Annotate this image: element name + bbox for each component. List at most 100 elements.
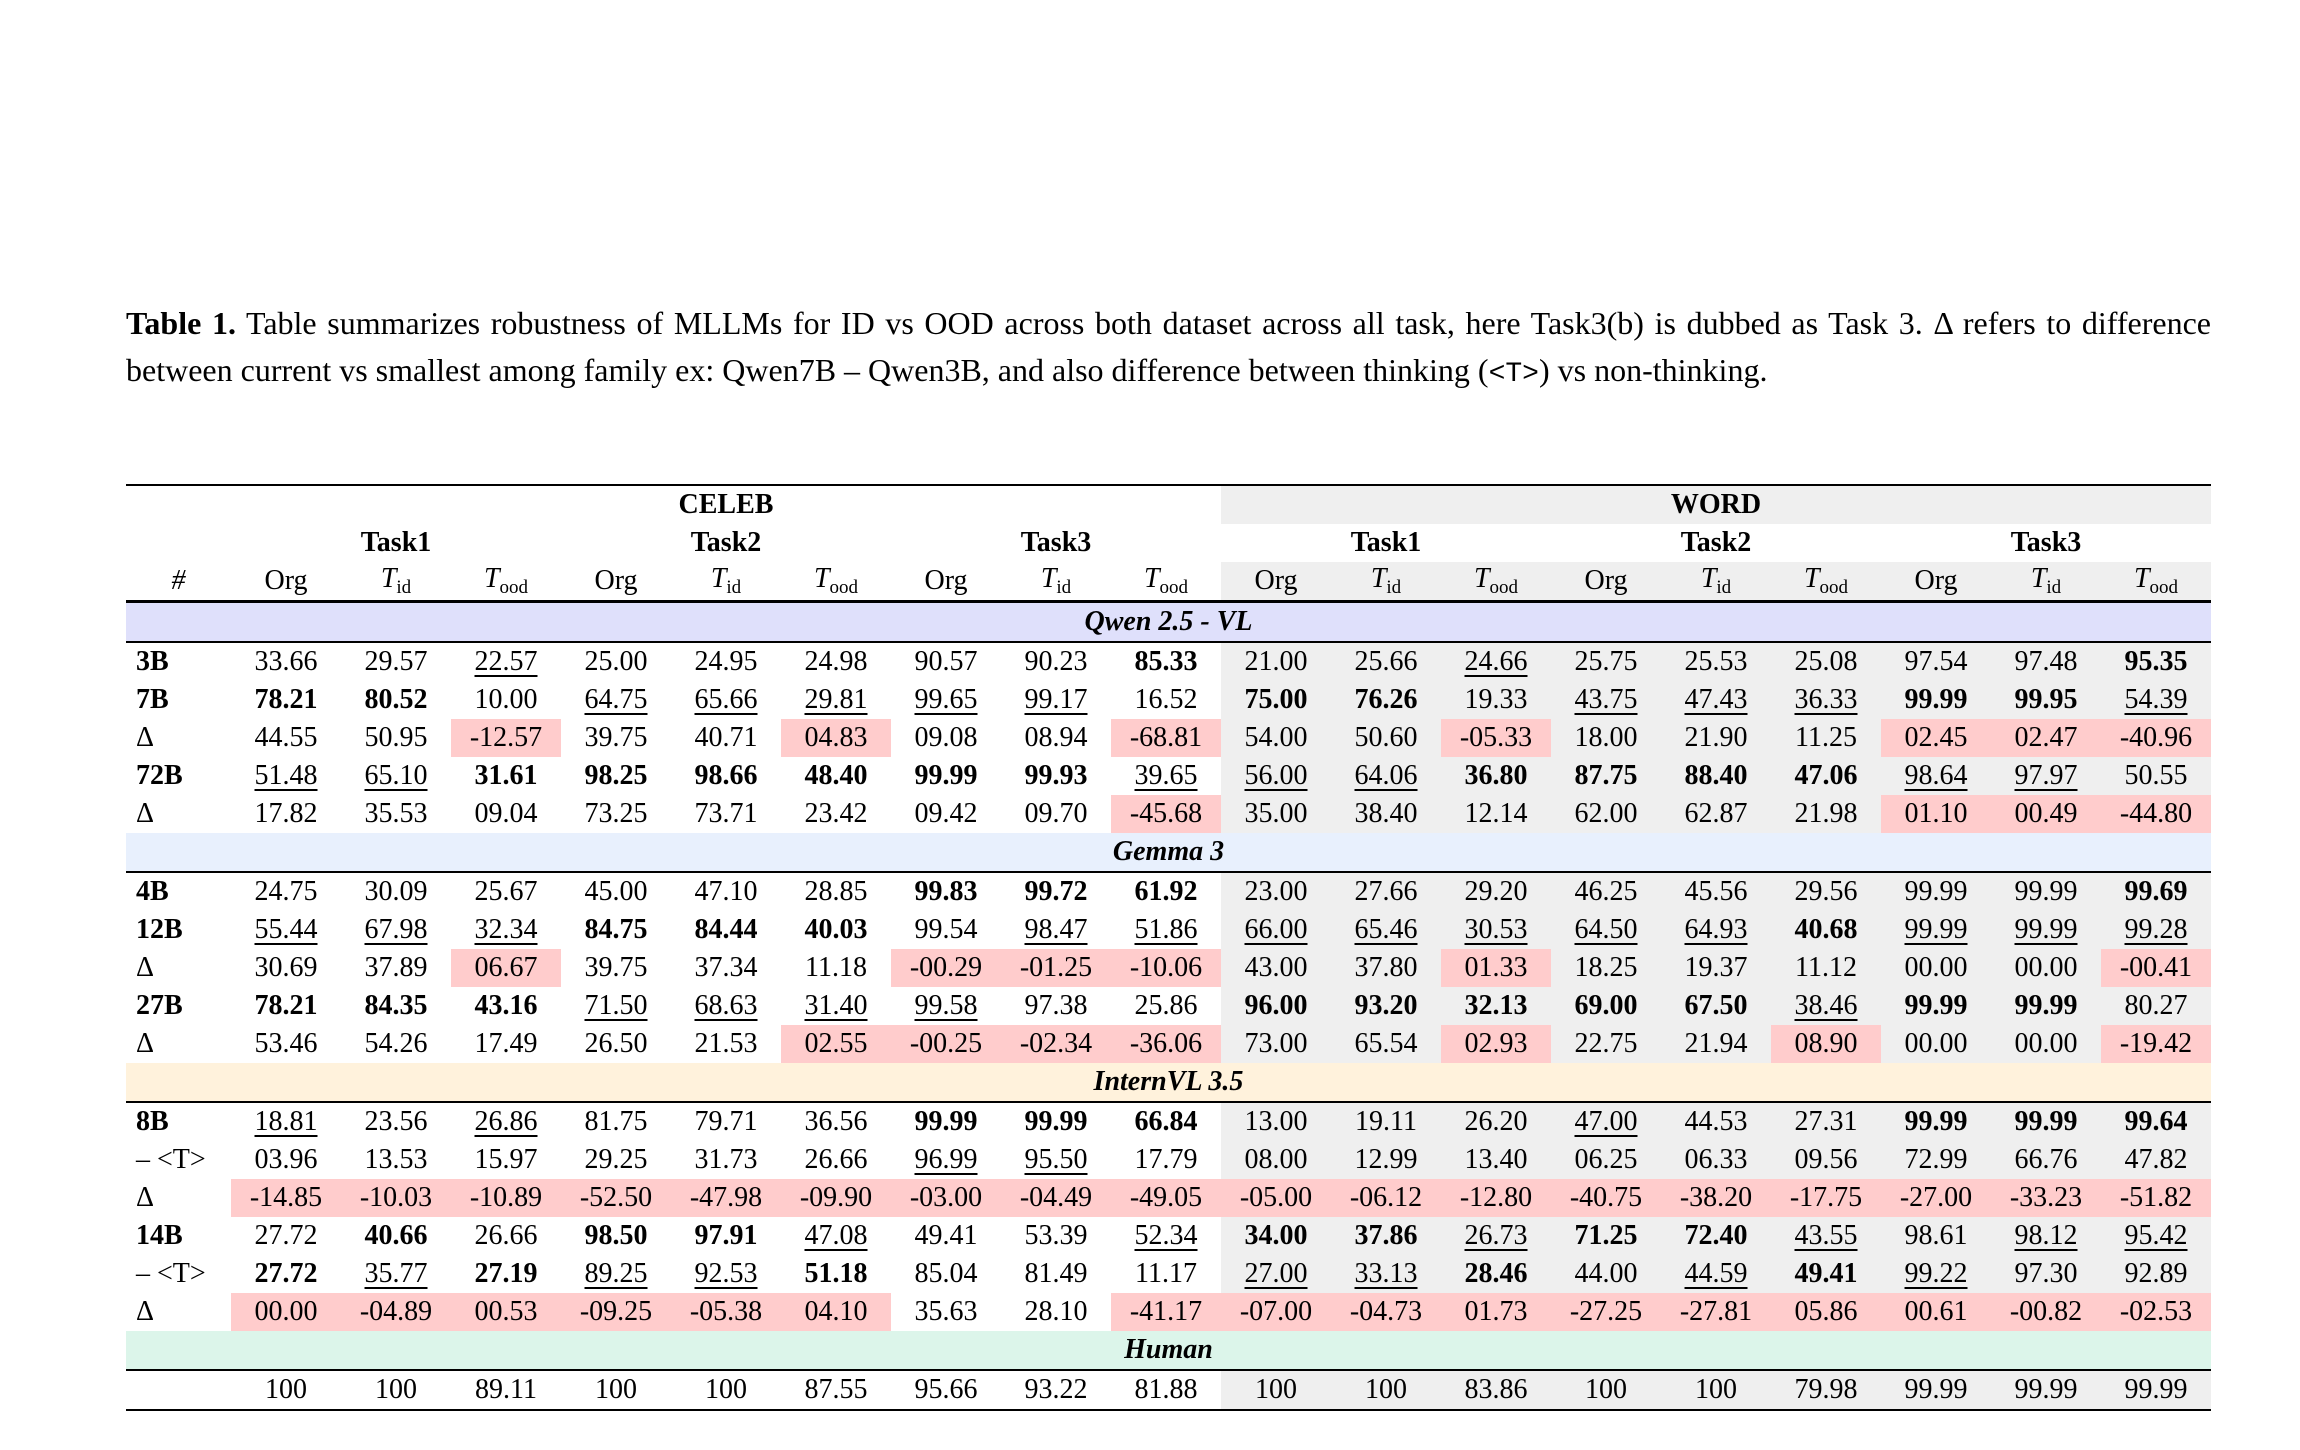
cell-value: 88.40 [1684, 760, 1748, 791]
cell-value: 95.35 [2124, 646, 2188, 677]
cell-value: 99.99 [914, 760, 978, 791]
table-cell: 97.48 [1991, 642, 2101, 681]
table-cell: 56.00 [1221, 757, 1331, 795]
cell-value: 22.75 [1574, 1028, 1638, 1059]
row-label: 8B [136, 1106, 169, 1137]
table-cell: 69.00 [1551, 987, 1661, 1025]
cell-value: 17.49 [474, 1028, 538, 1059]
task-header: Task1 [1350, 527, 1422, 558]
table-cell: 54.39 [2101, 681, 2211, 719]
table-cell: 37.80 [1331, 949, 1441, 987]
cell-value: 47.10 [694, 876, 758, 907]
table-cell: 26.66 [451, 1217, 561, 1255]
table-cell: 66.76 [1991, 1141, 2101, 1179]
table-cell: 76.26 [1331, 681, 1441, 719]
cell-value: 49.41 [1794, 1258, 1858, 1289]
table-cell: 29.81 [781, 681, 891, 719]
table-cell: 90.57 [891, 642, 1001, 681]
table-cell: -47.98 [671, 1179, 781, 1217]
table-cell: 99.28 [2101, 911, 2211, 949]
column-header-sub: ood [2149, 577, 2179, 598]
column-header: Org [561, 562, 671, 603]
cell-value: 39.75 [584, 952, 648, 983]
table-cell: 21.98 [1771, 795, 1881, 833]
table-cell: 33.13 [1331, 1255, 1441, 1293]
table-cell: 22.57 [451, 642, 561, 681]
cell-value: 30.69 [254, 952, 318, 983]
table-cell: 72.99 [1881, 1141, 1991, 1179]
cell-value: 23.42 [804, 798, 868, 829]
cell-value: -00.82 [2009, 1296, 2083, 1327]
table-cell: 89.11 [451, 1370, 561, 1411]
table-cell: -17.75 [1771, 1179, 1881, 1217]
table-cell: -00.41 [2101, 949, 2211, 987]
table-cell: 100 [561, 1370, 671, 1411]
table-cell: -05.33 [1441, 719, 1551, 757]
table-cell: 75.00 [1221, 681, 1331, 719]
table-cell: 24.95 [671, 642, 781, 681]
table-cell: 11.17 [1111, 1255, 1221, 1293]
column-header: Tood [1441, 562, 1551, 603]
table-cell: 02.55 [781, 1025, 891, 1063]
cell-value: 08.00 [1244, 1144, 1308, 1175]
table-cell: 49.41 [1771, 1255, 1881, 1293]
cell-value: 62.87 [1684, 798, 1748, 829]
task-header: Task2 [690, 527, 762, 558]
cell-value: 97.30 [2014, 1258, 2078, 1289]
table-cell: 09.08 [891, 719, 1001, 757]
column-header-main: T [1143, 563, 1160, 594]
table-cell: 54.26 [341, 1025, 451, 1063]
cell-value: 99.65 [914, 684, 978, 715]
table-cell: 25.66 [1331, 642, 1441, 681]
cell-value: 99.54 [914, 914, 978, 945]
cell-value: 09.04 [474, 798, 538, 829]
cell-value: 79.98 [1794, 1374, 1858, 1405]
cell-value: 93.22 [1024, 1374, 1088, 1405]
table-cell: 47.10 [671, 872, 781, 911]
table-cell: 40.03 [781, 911, 891, 949]
cell-value: 50.95 [364, 722, 428, 753]
cell-value: -41.17 [1129, 1296, 1203, 1327]
table-cell: 100 [1661, 1370, 1771, 1411]
table-cell: 98.64 [1881, 757, 1991, 795]
cell-value: 18.81 [254, 1106, 318, 1137]
table-cell: 00.00 [1881, 949, 1991, 987]
cell-value: 09.08 [914, 722, 978, 753]
table-cell: 36.80 [1441, 757, 1551, 795]
cell-value: -44.80 [2119, 798, 2193, 829]
table-cell: 98.61 [1881, 1217, 1991, 1255]
cell-value: 67.50 [1684, 990, 1748, 1021]
table-cell: 78.21 [231, 681, 341, 719]
table-cell: 00.00 [1991, 949, 2101, 987]
row-label: – <T> [136, 1144, 206, 1175]
table-cell: -01.25 [1001, 949, 1111, 987]
cell-value: 100 [1585, 1374, 1627, 1405]
column-header-sub: ood [1159, 577, 1189, 598]
results-table: CELEB WORD Task1 Task2 Task3 Task1 Task2 Task3 #… [126, 484, 2211, 1411]
cell-value: 43.75 [1574, 684, 1638, 715]
cell-value: 01.10 [1904, 798, 1968, 829]
table-cell: 15.97 [451, 1141, 561, 1179]
cell-value: 22.57 [474, 646, 538, 677]
row-label: 12B [136, 914, 183, 945]
table-cell: 27.66 [1331, 872, 1441, 911]
cell-value: 64.75 [584, 684, 648, 715]
table-cell: 52.34 [1111, 1217, 1221, 1255]
table-cell: 01.10 [1881, 795, 1991, 833]
cell-value: 28.85 [804, 876, 868, 907]
table-cell: 50.95 [341, 719, 451, 757]
cell-value: 27.31 [1794, 1106, 1858, 1137]
table-cell: 85.33 [1111, 642, 1221, 681]
table-cell: 34.00 [1221, 1217, 1331, 1255]
table-cell: 71.25 [1551, 1217, 1661, 1255]
table-cell: 39.75 [561, 719, 671, 757]
cell-value: -05.33 [1459, 722, 1533, 753]
table-cell: 72.40 [1661, 1217, 1771, 1255]
cell-value: 50.60 [1354, 722, 1418, 753]
table-cell: -19.42 [2101, 1025, 2211, 1063]
cell-value: 99.99 [1904, 1106, 1968, 1137]
cell-value: 62.00 [1574, 798, 1638, 829]
table-cell: 21.53 [671, 1025, 781, 1063]
cell-value: 65.66 [694, 684, 758, 715]
group-title: InternVL 3.5 [126, 1063, 2211, 1103]
